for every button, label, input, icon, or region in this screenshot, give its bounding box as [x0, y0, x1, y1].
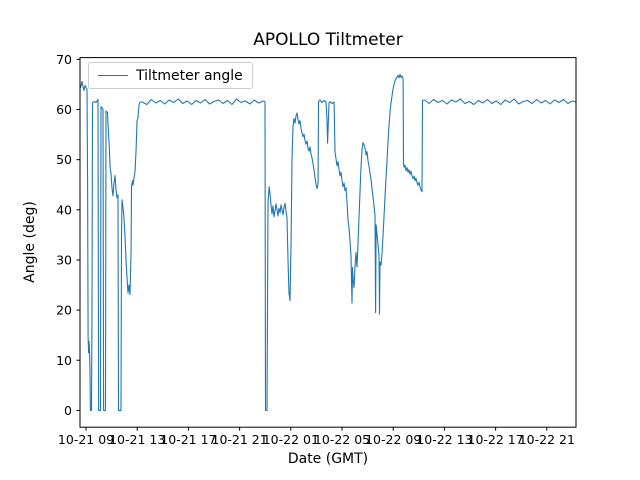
- x-tick-label: 10-22 01: [263, 432, 319, 447]
- y-tick-label: 50: [56, 152, 72, 167]
- x-tick-label: 10-22 17: [468, 432, 524, 447]
- legend-line-sample: [98, 75, 128, 76]
- x-tick-label: 10-22 09: [365, 432, 421, 447]
- y-tick-label: 40: [56, 202, 72, 217]
- y-tick-label: 70: [56, 52, 72, 67]
- x-tick-label: 10-21 09: [58, 432, 114, 447]
- x-tick-label: 10-21 13: [109, 432, 165, 447]
- x-tick-label: 10-22 13: [416, 432, 472, 447]
- x-tick-label: 10-22 21: [519, 432, 575, 447]
- y-tick-label: 30: [56, 252, 72, 267]
- x-axis-label: Date (GMT): [287, 451, 369, 467]
- x-tick-label: 10-21 21: [212, 432, 268, 447]
- y-tick-label: 20: [56, 303, 72, 318]
- y-tick-label: 10: [56, 353, 72, 368]
- y-tick-label: 60: [56, 102, 72, 117]
- legend-label: Tiltmeter angle: [136, 67, 243, 84]
- legend: Tiltmeter angle: [88, 62, 253, 89]
- y-tick-label: 0: [64, 403, 72, 418]
- x-tick-label: 10-21 17: [160, 432, 216, 447]
- tiltmeter-line: [79, 73, 577, 411]
- x-tick-label: 10-22 05: [314, 432, 370, 447]
- axes-frame: [79, 57, 577, 428]
- chart-title: APOLLO Tiltmeter: [253, 30, 403, 50]
- y-axis-label: Angle (deg): [22, 201, 38, 283]
